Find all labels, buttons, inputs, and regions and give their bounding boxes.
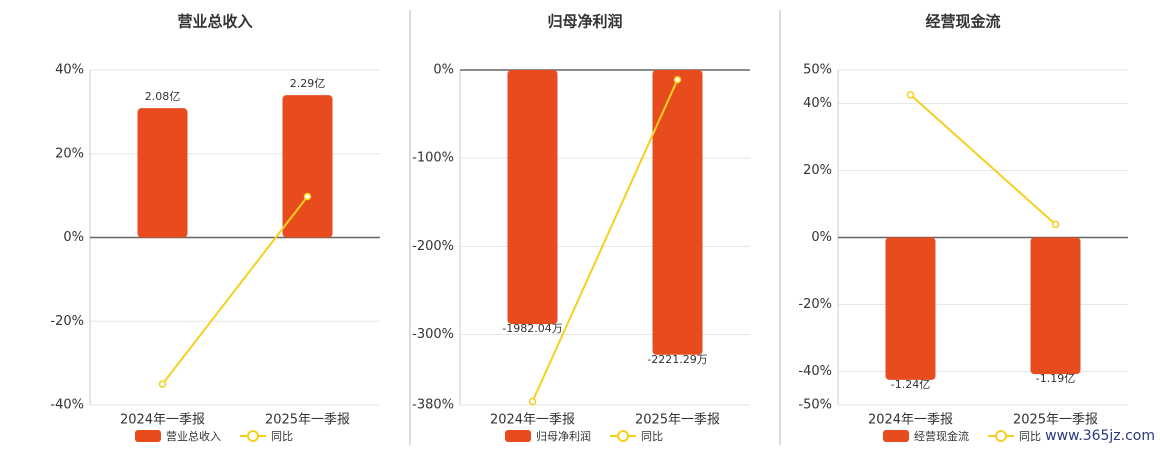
line-point xyxy=(906,91,915,99)
bar xyxy=(507,70,558,325)
y-tick-label: -20% xyxy=(798,297,832,312)
chart-title: 归母净利润 xyxy=(547,13,622,31)
legend-swatch xyxy=(617,430,629,442)
legend-swatch xyxy=(135,430,161,442)
chart-title: 营业总收入 xyxy=(177,13,252,31)
legend-label: 同比 xyxy=(1019,430,1041,443)
y-tick-label: 40% xyxy=(55,63,84,78)
y-tick-label: -200% xyxy=(412,239,454,254)
line xyxy=(909,94,1057,226)
line-point xyxy=(158,380,167,388)
y-tick-label: -40% xyxy=(50,398,84,413)
y-tick-label: 0% xyxy=(63,230,84,245)
chart-title: 经营现金流 xyxy=(925,13,1000,31)
y-tick-label: -100% xyxy=(412,151,454,166)
x-tick-label: 2024年一季报 xyxy=(490,413,575,428)
legend-label: 归母净利润 xyxy=(536,429,591,443)
legend-label: 营业总收入 xyxy=(166,429,221,443)
line-point xyxy=(1051,220,1060,229)
y-tick-label: -20% xyxy=(50,314,84,329)
x-tick-label: 2025年一季报 xyxy=(265,413,350,428)
bar-value-label: 2.08亿 xyxy=(145,90,181,103)
watermark: www.365jz.com xyxy=(1045,428,1155,444)
y-tick-label: 20% xyxy=(803,163,832,178)
x-tick-label: 2025年一季报 xyxy=(1013,413,1098,428)
x-tick-label: 2025年一季报 xyxy=(635,413,720,428)
legend-label: 同比 xyxy=(271,430,293,443)
bar-value-label: 2.29亿 xyxy=(290,77,326,90)
legend-swatch xyxy=(883,430,909,442)
line xyxy=(161,195,309,385)
line-point xyxy=(303,192,312,201)
legend-label: 经营现金流 xyxy=(914,429,969,443)
bar xyxy=(282,95,333,238)
bar xyxy=(652,70,703,355)
y-tick-label: 40% xyxy=(803,96,832,111)
x-tick-label: 2024年一季报 xyxy=(868,413,953,428)
y-tick-label: -380% xyxy=(412,398,454,413)
bar xyxy=(885,237,936,380)
bar xyxy=(137,108,188,238)
y-tick-label: 0% xyxy=(433,63,454,78)
y-tick-label: -300% xyxy=(412,327,454,342)
line-point xyxy=(528,397,537,406)
y-tick-label: 0% xyxy=(811,230,832,245)
line xyxy=(531,79,679,402)
bar-value-label: -2221.29万 xyxy=(647,353,707,366)
y-tick-label: 50% xyxy=(803,63,832,78)
bar-value-label: -1.19亿 xyxy=(1036,372,1075,385)
y-tick-label: 20% xyxy=(55,146,84,161)
x-tick-label: 2024年一季报 xyxy=(120,413,205,428)
bar-value-label: -1982.04万 xyxy=(502,322,562,335)
y-tick-label: -40% xyxy=(798,364,832,379)
y-tick-label: -50% xyxy=(798,398,832,413)
bar xyxy=(1030,237,1081,375)
legend-label: 同比 xyxy=(641,430,663,443)
legend-swatch xyxy=(995,430,1007,442)
legend-swatch xyxy=(247,430,259,442)
legend-swatch xyxy=(505,430,531,442)
bar-value-label: -1.24亿 xyxy=(891,378,930,391)
line-point xyxy=(673,75,682,84)
